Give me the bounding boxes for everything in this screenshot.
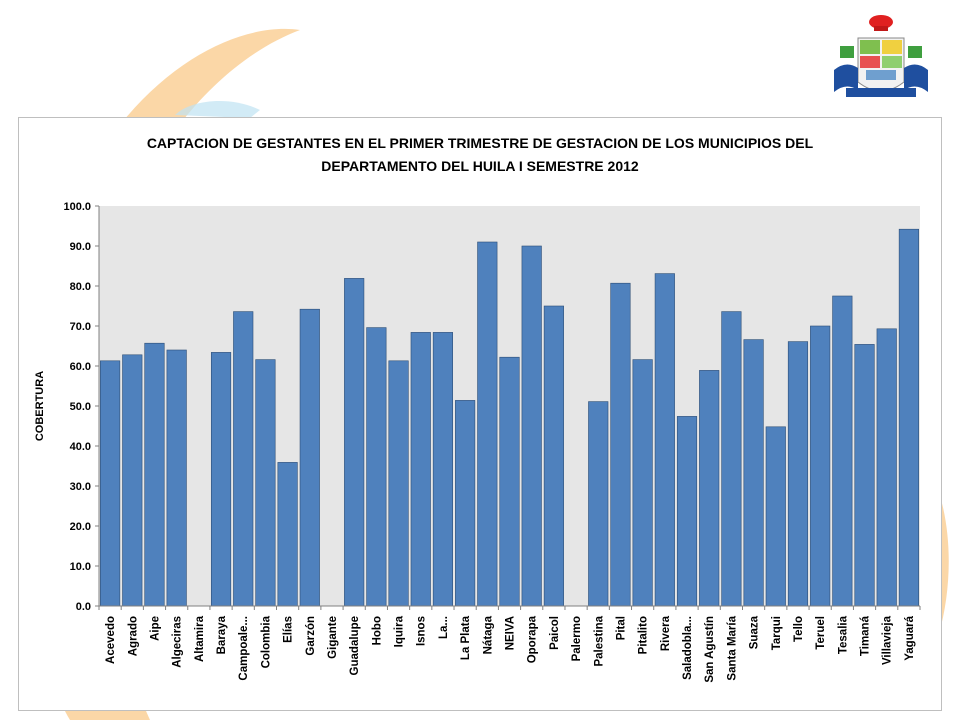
y-tick-label: 50.0: [70, 401, 91, 413]
x-tick-label-6: Campoale...: [238, 616, 250, 681]
y-tick-label: 10.0: [70, 561, 91, 573]
bar-22: [588, 401, 609, 607]
x-tick-label-11: Guadalupe: [349, 616, 361, 675]
bar-28: [721, 311, 742, 607]
x-tick-label-21: Palermo: [571, 616, 583, 661]
chart-frame: CAPTACION DE GESTANTES EN EL PRIMER TRIM…: [18, 117, 942, 711]
bar-25: [654, 273, 675, 607]
bar-16: [455, 400, 476, 607]
x-tick-label-34: Timaná: [860, 615, 872, 656]
bar-29: [743, 339, 764, 607]
x-tick-label-13: Iquira: [394, 615, 406, 647]
bar-20: [543, 305, 564, 607]
y-tick-label: 40.0: [70, 441, 91, 453]
bar-35: [876, 328, 897, 607]
x-tick-label-35: Villavieja: [882, 615, 894, 665]
bar-2: [144, 342, 165, 607]
bar-17: [477, 241, 498, 607]
bar-36: [898, 228, 919, 607]
x-tick-label-17: Nátaga: [482, 615, 494, 654]
x-tick-label-7: Colombia: [260, 615, 272, 668]
bar-5: [210, 352, 232, 607]
bar-8: [277, 462, 298, 607]
chart-title-line-2: DEPARTAMENTO DEL HUILA I SEMESTRE 2012: [321, 158, 639, 174]
bar-27: [699, 370, 720, 607]
x-tick-label-9: Garzón: [305, 616, 317, 656]
x-tick-label-1: Agrado: [127, 616, 139, 656]
x-tick-label-32: Teruel: [815, 616, 827, 650]
x-tick-label-3: Algeciras: [172, 616, 184, 668]
x-tick-label-23: Pital: [615, 616, 627, 640]
bar-6: [233, 311, 254, 607]
x-tick-label-16: La Plata: [460, 615, 472, 660]
x-tick-label-28: Santa María: [726, 615, 738, 680]
bar-15: [432, 332, 454, 607]
chart-title: CAPTACION DE GESTANTES EN EL PRIMER TRIM…: [19, 132, 941, 178]
y-tick-label: 60.0: [70, 361, 91, 373]
y-tick-label: 100.0: [63, 201, 91, 213]
bar-14: [410, 332, 431, 607]
bar-0: [100, 360, 121, 607]
bar-18: [499, 356, 520, 607]
x-tick-label-19: Oporapa: [527, 615, 539, 663]
y-tick-label: 20.0: [70, 521, 91, 533]
bar-9: [299, 308, 320, 607]
x-tick-label-8: Elías: [283, 616, 295, 643]
x-tick-label-22: Palestina: [593, 615, 605, 666]
decor-orange-arc-right: [922, 470, 949, 660]
y-tick-label: 90.0: [70, 241, 91, 253]
huila-coat-of-arms-logo: [834, 15, 928, 97]
bar-33: [832, 295, 853, 607]
x-tick-label-25: Rivera: [660, 615, 672, 651]
bar-11: [344, 278, 365, 607]
x-tick-label-24: Pitalito: [638, 616, 650, 654]
x-tick-label-31: Tello: [793, 616, 805, 642]
bar-1: [122, 354, 143, 607]
decor-blue-arc: [175, 100, 260, 118]
y-tick-label: 0.0: [76, 601, 91, 613]
x-tick-label-33: Tesalia: [837, 615, 849, 654]
x-tick-label-30: Tarqui: [771, 616, 783, 650]
x-tick-label-2: Aipe: [149, 616, 161, 641]
bar-23: [610, 282, 631, 607]
bar-30: [765, 426, 786, 607]
x-tick-label-29: Suaza: [749, 615, 761, 649]
bar-3: [166, 349, 187, 607]
bar-7: [255, 359, 276, 607]
y-tick-label: 30.0: [70, 481, 91, 493]
x-tick-label-12: Hobo: [371, 616, 383, 645]
bar-13: [388, 360, 409, 607]
bar-19: [521, 245, 542, 607]
bar-chart: 0.0 10.0 20.0 30.0 40.0 50.0 60.0 70.0 80.0 90.0 1…: [34, 201, 921, 683]
bar-12: [366, 327, 387, 607]
x-tick-label-0: Acevedo: [105, 616, 117, 664]
x-tick-label-15: La...: [438, 616, 450, 639]
x-tick-label-36: Yaguará: [904, 615, 916, 660]
y-axis-title: COBERTURA: [34, 371, 46, 441]
x-tick-label-10: Gigante: [327, 616, 339, 659]
y-tick-label: 70.0: [70, 321, 91, 333]
x-tick-label-4: Altamira: [194, 615, 206, 662]
y-tick-label: 80.0: [70, 281, 91, 293]
bar-32: [810, 325, 831, 607]
x-tick-label-18: NEIVA: [505, 616, 517, 650]
bar-34: [854, 344, 875, 607]
bar-26: [676, 416, 698, 607]
bar-31: [787, 341, 809, 607]
x-tick-label-14: Isnos: [416, 616, 428, 646]
x-tick-label-27: San Agustín: [704, 616, 716, 683]
chart-title-line-1: CAPTACION DE GESTANTES EN EL PRIMER TRIM…: [146, 135, 814, 151]
x-tick-label-20: Paicol: [549, 616, 561, 650]
x-tick-label-26: Saladobla...: [682, 616, 694, 680]
bar-24: [632, 359, 653, 607]
x-tick-label-5: Baraya: [216, 615, 228, 654]
